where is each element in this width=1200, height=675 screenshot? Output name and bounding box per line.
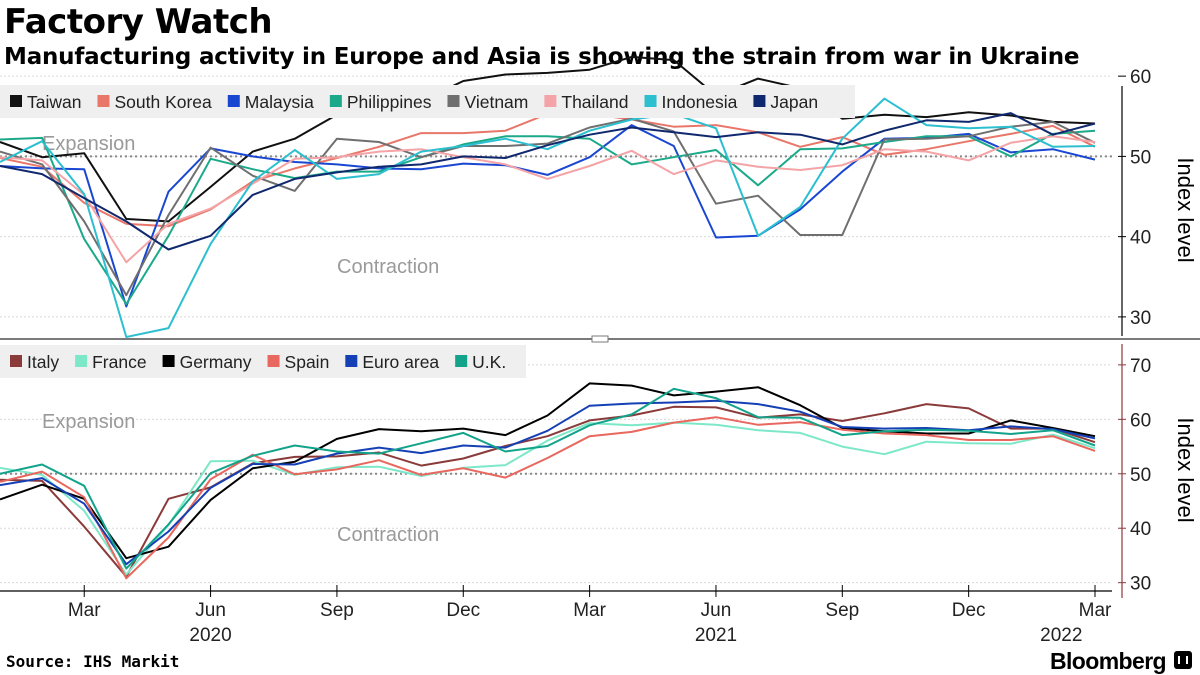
legend-swatch xyxy=(10,355,22,367)
x-tick-label: Jun xyxy=(701,600,732,621)
series-line-indonesia xyxy=(0,97,1096,338)
legend-label: Japan xyxy=(770,92,818,112)
series-line-germany xyxy=(0,382,1096,560)
x-year-label: 2021 xyxy=(695,625,737,646)
y-tick-label: 50 xyxy=(1130,147,1151,168)
y-tick-label: 40 xyxy=(1130,228,1151,249)
legend-swatch xyxy=(162,355,175,367)
legend-swatch xyxy=(227,95,240,107)
series-line-japan xyxy=(0,112,1096,251)
expansion-label: Expansion xyxy=(42,133,135,155)
x-tick-label: Mar xyxy=(1079,600,1112,621)
legend: Taiwan South Korea Malaysia Philippines Viet… xyxy=(0,85,855,118)
legend-label: Spain xyxy=(285,352,330,372)
legend-swatch xyxy=(10,95,22,107)
series-line-south-korea xyxy=(0,112,1096,228)
legend-swatch xyxy=(455,355,468,367)
bloomberg-icon xyxy=(1174,651,1192,669)
legend-label: Vietnam xyxy=(464,92,528,112)
x-tick-label: Mar xyxy=(573,600,606,621)
legend-background xyxy=(0,85,855,118)
legend-label: Euro area xyxy=(362,352,439,372)
x-tick-label: Mar xyxy=(68,600,101,621)
source-note: Source: IHS Markit xyxy=(6,652,180,671)
x-tick-label: Sep xyxy=(825,600,859,621)
series-line-italy xyxy=(0,403,1096,578)
legend-swatch xyxy=(544,95,557,107)
legend-label: Germany xyxy=(180,352,252,372)
y-tick-label: 60 xyxy=(1130,410,1151,431)
legend-swatch xyxy=(75,355,88,367)
chart-subtitle: Manufacturing activity in Europe and Asi… xyxy=(4,44,1080,70)
series-line-france xyxy=(0,421,1096,576)
legend-label: Italy xyxy=(27,352,59,372)
y-tick-label: 30 xyxy=(1130,308,1151,329)
legend-label: Taiwan xyxy=(27,92,81,112)
panel-europe: 30 40 50 60 70 Index level Expansion Contractio… xyxy=(0,344,1198,598)
legend-swatch xyxy=(753,95,766,107)
legend-background xyxy=(0,345,526,378)
series-line-euro-area xyxy=(0,399,1096,566)
chart-title: Factory Watch xyxy=(4,2,273,42)
legend-label: France xyxy=(92,352,146,372)
legend-label: Malaysia xyxy=(245,92,314,112)
legend-swatch xyxy=(345,355,358,367)
series-line-thailand xyxy=(0,135,1096,264)
legend-label: Thailand xyxy=(561,92,628,112)
y-tick-label: 30 xyxy=(1130,574,1151,595)
y-tick-label: 60 xyxy=(1130,67,1151,88)
x-tick-label: Jun xyxy=(195,600,226,621)
legend-label: Indonesia xyxy=(662,92,738,112)
legend-swatch xyxy=(329,95,342,107)
legend-swatch xyxy=(97,95,110,107)
y-tick-label: 70 xyxy=(1130,356,1151,377)
panel-divider-handle xyxy=(591,335,609,343)
series-line-u-k xyxy=(0,387,1096,570)
brand-logo: Bloomberg xyxy=(1050,648,1167,674)
legend-label: Philippines xyxy=(347,92,432,112)
legend-swatch xyxy=(447,95,460,107)
panel-asia: 30 40 50 60 Index level Expansion Contraction T… xyxy=(0,55,1198,338)
legend: Italy France Germany Spain Euro area U.K. xyxy=(0,345,526,378)
x-tick-label: Dec xyxy=(446,600,480,621)
x-year-label: 2020 xyxy=(189,625,231,646)
x-tick-label: Dec xyxy=(952,600,986,621)
x-tick-label: Sep xyxy=(320,600,354,621)
y-tick-label: 40 xyxy=(1130,519,1151,540)
series-line-vietnam xyxy=(0,117,1096,297)
contraction-label: Contraction xyxy=(337,524,439,546)
legend-label: U.K. xyxy=(472,352,506,372)
legend-swatch xyxy=(267,355,280,367)
x-year-label: 2022 xyxy=(1040,625,1082,646)
y-axis-title: Index level xyxy=(1173,157,1198,262)
legend-label: South Korea xyxy=(114,92,212,112)
legend-swatch xyxy=(644,95,657,107)
contraction-label: Contraction xyxy=(337,256,439,278)
y-tick-label: 50 xyxy=(1130,465,1151,486)
y-axis-title: Index level xyxy=(1173,417,1198,522)
expansion-label: Expansion xyxy=(42,411,135,433)
